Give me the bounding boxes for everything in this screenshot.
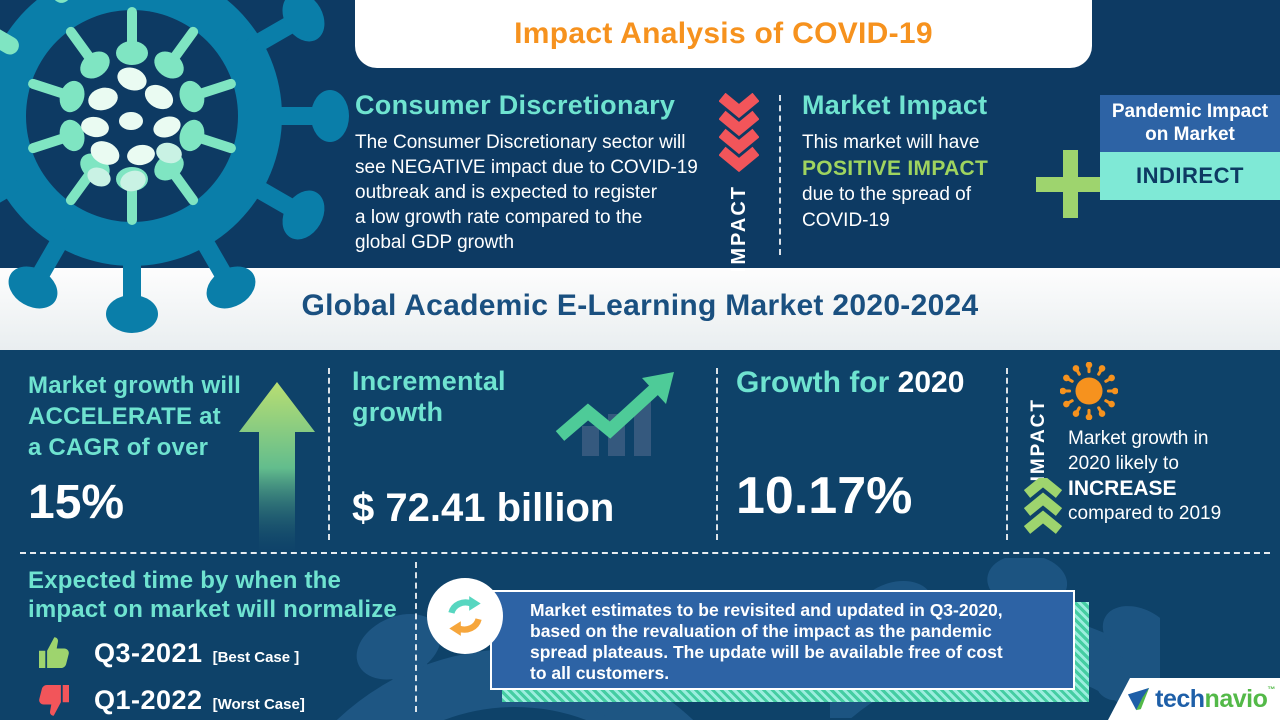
market-title: Global Academic E-Learning Market 2020-2…	[301, 289, 979, 322]
technavio-logo: technavio™	[1108, 678, 1280, 720]
growth-arrow-up-icon	[239, 382, 315, 554]
divider-dashed-vertical	[328, 368, 330, 540]
banner-title: Impact Analysis of COVID-19	[514, 17, 933, 50]
impact-vertical-label: IMPACT	[727, 185, 750, 273]
bottom-section: Market growth will ACCELERATE at a CAGR …	[0, 350, 1280, 720]
stat-cagr: Market growth will ACCELERATE at a CAGR …	[28, 370, 328, 554]
consumer-line: a low growth rate compared to the	[355, 207, 643, 228]
best-case-value: Q3-2021	[94, 637, 203, 668]
best-case-row: Q3-2021 [Best Case ]	[36, 635, 428, 671]
note-line: to all customers.	[530, 663, 670, 683]
thumbs-down-icon	[39, 685, 69, 716]
impact-2020-line: Market growth in	[1068, 428, 1209, 449]
refresh-arrows-icon	[448, 596, 482, 636]
chevrons-up-icon	[1024, 478, 1062, 534]
incremental-heading-line: growth	[352, 397, 444, 427]
pandemic-impact-badge: Pandemic Impact on Market INDIRECT	[1100, 95, 1280, 200]
chevrons-down-icon	[719, 93, 759, 173]
banner: Impact Analysis of COVID-19	[355, 0, 1092, 68]
normalize-section: Expected time by when the impact on mark…	[28, 566, 428, 718]
note-box: Market estimates to be revisited and upd…	[490, 590, 1075, 690]
market-impact-section: Market Impact This market will have POSI…	[802, 90, 1040, 234]
coronavirus-illustration	[0, 0, 349, 333]
cagr-line: ACCELERATE at	[28, 403, 221, 430]
pandemic-badge-title: Pandemic Impact on Market	[1100, 95, 1280, 152]
update-cycle-badge	[427, 578, 503, 654]
note-line: based on the revaluation of the impact a…	[530, 621, 992, 641]
consumer-line: The Consumer Discretionary sector will	[355, 132, 686, 153]
positive-impact-highlight: POSITIVE IMPACT	[802, 157, 989, 180]
consumer-line: global GDP growth	[355, 232, 515, 253]
worst-case-row: Q1-2022 [Worst Case]	[36, 682, 428, 718]
note-line: Market estimates to be revisited and upd…	[530, 600, 1003, 620]
normalize-heading-line: impact on market will normalize	[28, 596, 397, 623]
thumbs-up-icon	[39, 637, 69, 668]
virus-orange-icon	[1060, 362, 1118, 420]
cagr-line: Market growth will	[28, 372, 241, 399]
cagr-line: a CAGR of over	[28, 434, 209, 461]
impact-vertical-label: IMPACT	[1028, 398, 1049, 482]
plus-icon	[1036, 150, 1104, 218]
market-impact-heading: Market Impact	[802, 90, 988, 120]
divider-dashed-horizontal	[20, 552, 1270, 554]
logo-text-navio: navio	[1204, 684, 1268, 713]
consumer-heading: Consumer Discretionary	[355, 90, 676, 120]
divider-dashed-vertical	[716, 368, 718, 540]
impact-2020-line: 2020 likely to	[1068, 453, 1179, 474]
technavio-arrow-icon	[1128, 687, 1150, 711]
impact-2020-text: Market growth in 2020 likely to INCREASE…	[1068, 426, 1278, 526]
incremental-heading-line: Incremental	[352, 366, 506, 396]
logo-trademark: ™	[1267, 684, 1275, 694]
logo-text-tech: tech	[1155, 684, 1205, 713]
negative-impact-indicator: IMPACT	[716, 93, 762, 272]
best-case-label: [Best Case ]	[212, 648, 300, 666]
market-impact-line: COVID-19	[802, 210, 890, 231]
growth-2020-value: 10.17%	[736, 467, 913, 525]
consumer-discretionary-section: Consumer Discretionary The Consumer Disc…	[355, 90, 727, 255]
worst-case-value: Q1-2022	[94, 684, 203, 715]
stat-growth-2020: Growth for 2020 10.17%	[736, 366, 1001, 526]
market-impact-line: This market will have	[802, 132, 980, 153]
consumer-line: outbreak and is expected to register	[355, 182, 658, 203]
growth-2020-heading-accent: Growth for	[736, 366, 890, 399]
divider-dashed-vertical	[1006, 368, 1008, 540]
market-impact-line: due to the spread of	[802, 184, 972, 205]
stat-impact-2020: IMPACT Market growth in 2020 likely to I…	[1022, 362, 1278, 542]
divider-dashed-vertical	[779, 95, 781, 255]
divider-dashed-vertical	[415, 562, 417, 712]
pandemic-badge-value: INDIRECT	[1100, 152, 1280, 200]
note-line: spread plateaus. The update will be avai…	[530, 642, 1003, 662]
consumer-line: see NEGATIVE impact due to COVID-19	[355, 157, 698, 178]
normalize-heading-line: Expected time by when the	[28, 567, 342, 594]
impact-2020-line: compared to 2019	[1068, 503, 1222, 524]
growth-2020-heading-year: 2020	[897, 366, 965, 399]
stat-incremental-growth: Incremental growth $ 72.41 billion	[352, 366, 712, 531]
worst-case-label: [Worst Case]	[212, 695, 305, 713]
cagr-value: 15%	[28, 476, 125, 529]
trend-chart-icon	[555, 372, 674, 456]
increase-highlight: INCREASE	[1068, 477, 1177, 500]
incremental-value: $ 72.41 billion	[352, 486, 615, 530]
